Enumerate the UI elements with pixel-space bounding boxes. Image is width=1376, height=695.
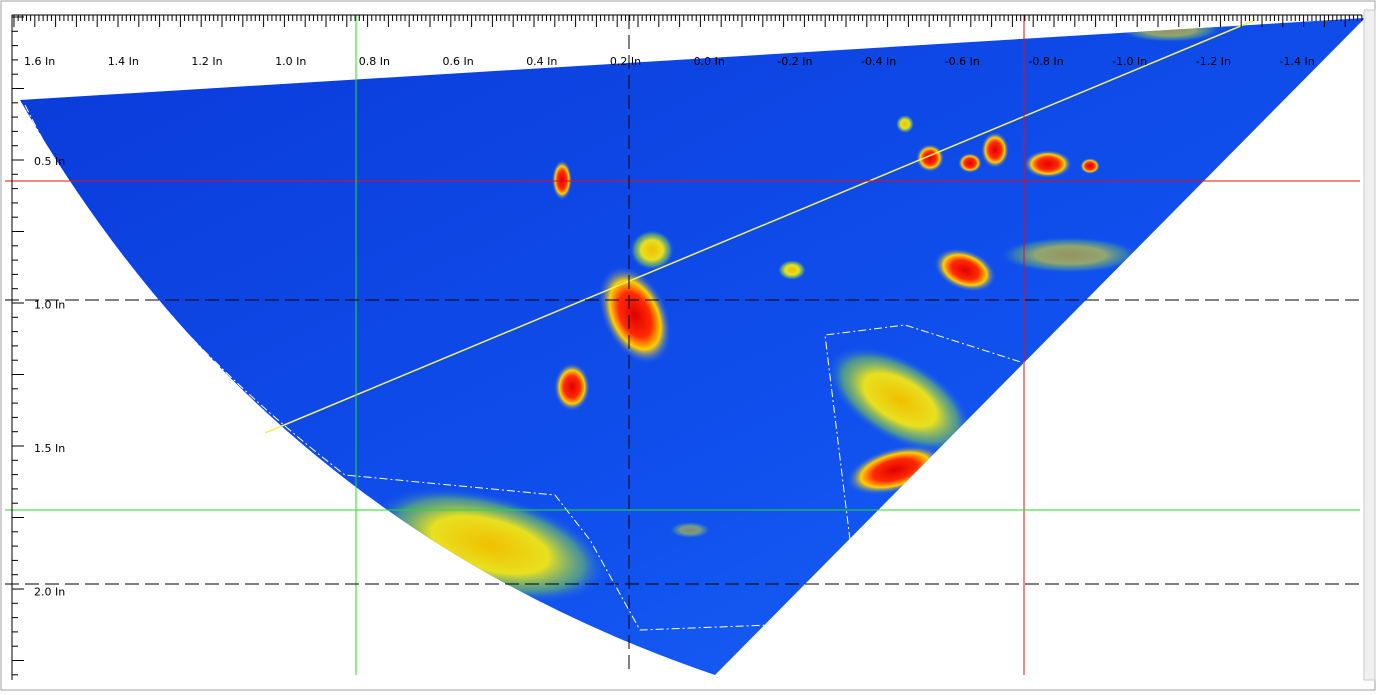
top-axis-label: 0.2 In [610, 55, 641, 68]
rulers: 1.6 In 1.4 In 1.2 In 1.0 In 0.8 In 0.6 In 0.4 … [11, 14, 1363, 680]
top-axis-label: 1.6 In [24, 55, 55, 68]
overlay-outline [24, 104, 771, 631]
scrollbar[interactable] [1363, 9, 1376, 681]
top-axis-label: -1.4 In [1280, 55, 1315, 68]
top-axis-label: -0.8 In [1028, 55, 1063, 68]
top-axis-label: -0.2 In [777, 55, 812, 68]
left-axis-label: 0.5 In [34, 155, 65, 168]
overlay-outline [824, 324, 1031, 541]
top-axis-label: 0.0 In [694, 55, 725, 68]
top-axis-label: -1.2 In [1196, 55, 1231, 68]
top-axis-label: 0.6 In [443, 55, 474, 68]
indications [373, 18, 1220, 603]
top-axis-label: -0.4 In [861, 55, 896, 68]
left-axis-label: 2.0 In [34, 586, 65, 599]
top-axis-label: 0.8 In [359, 55, 390, 68]
top-axis-label: 1.0 In [275, 55, 306, 68]
top-axis-label: 0.4 In [526, 55, 557, 68]
left-axis-label: 1.0 In [34, 299, 65, 312]
top-axis-label: 1.2 In [191, 55, 222, 68]
left-axis-label: 1.5 In [34, 442, 65, 455]
beam-line[interactable] [264, 19, 1256, 434]
top-axis-label: 1.4 In [108, 55, 139, 68]
top-axis-label: -0.6 In [945, 55, 980, 68]
top-axis-label: -1.0 In [1112, 55, 1147, 68]
